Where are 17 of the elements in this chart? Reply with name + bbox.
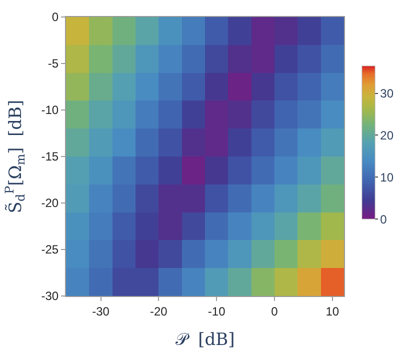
x-tick-label: -10 xyxy=(208,304,226,318)
x-tick-label: 10 xyxy=(326,304,340,318)
y-tick-label: -10 xyxy=(41,103,59,118)
x-tick-label: -20 xyxy=(150,304,168,318)
x-tick-label: -30 xyxy=(92,304,110,318)
color-bar-label: 0 xyxy=(380,212,388,226)
color-bar-label: 20 xyxy=(380,128,394,142)
color-bar-label: 30 xyxy=(380,86,394,100)
y-tick-label: -20 xyxy=(41,196,59,210)
y-tick-label: -5 xyxy=(48,56,59,71)
y-tick-label: 0 xyxy=(52,10,59,24)
x-tick-label: 0 xyxy=(271,304,278,318)
y-tick-label: -30 xyxy=(41,289,59,304)
x-axis-title: 𝒫 [dB] xyxy=(175,330,235,350)
color-bar-label: 10 xyxy=(380,170,394,184)
y-tick-label: -15 xyxy=(41,150,59,164)
y-tick-label: -25 xyxy=(41,242,59,257)
